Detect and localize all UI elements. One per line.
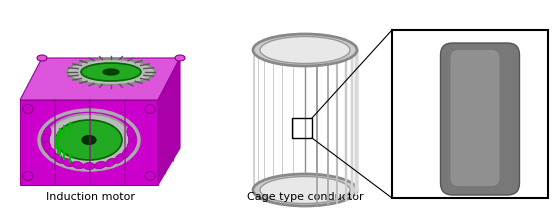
Ellipse shape	[128, 134, 136, 146]
Bar	[292, 118, 312, 138]
Text: Induction motor: Induction motor	[45, 192, 134, 202]
Polygon shape	[507, 60, 516, 183]
Ellipse shape	[23, 172, 33, 180]
Ellipse shape	[82, 136, 96, 145]
Ellipse shape	[43, 134, 49, 146]
Ellipse shape	[253, 174, 357, 206]
Ellipse shape	[81, 63, 141, 81]
Ellipse shape	[46, 114, 132, 166]
Ellipse shape	[122, 148, 130, 158]
Ellipse shape	[83, 163, 95, 169]
Ellipse shape	[72, 161, 84, 169]
Ellipse shape	[105, 158, 116, 167]
Ellipse shape	[67, 59, 155, 85]
FancyBboxPatch shape	[441, 43, 520, 195]
Ellipse shape	[44, 141, 51, 153]
Ellipse shape	[127, 141, 134, 153]
Ellipse shape	[54, 154, 63, 163]
Text: Cage type conductor: Cage type conductor	[247, 192, 363, 202]
Ellipse shape	[48, 148, 56, 158]
Polygon shape	[20, 58, 180, 100]
Ellipse shape	[260, 37, 350, 64]
Ellipse shape	[260, 176, 350, 204]
Ellipse shape	[103, 69, 119, 75]
Polygon shape	[445, 60, 452, 183]
Ellipse shape	[175, 55, 185, 61]
Ellipse shape	[23, 104, 33, 114]
FancyBboxPatch shape	[450, 50, 500, 186]
Polygon shape	[20, 100, 158, 185]
Ellipse shape	[253, 34, 357, 66]
Ellipse shape	[62, 158, 73, 167]
Bar	[392, 30, 548, 198]
Ellipse shape	[145, 104, 155, 114]
Ellipse shape	[114, 154, 124, 163]
Ellipse shape	[56, 120, 122, 160]
Ellipse shape	[145, 172, 155, 180]
Ellipse shape	[127, 127, 134, 139]
Ellipse shape	[44, 127, 51, 139]
Ellipse shape	[94, 161, 106, 169]
Polygon shape	[158, 58, 180, 185]
Ellipse shape	[37, 55, 47, 61]
